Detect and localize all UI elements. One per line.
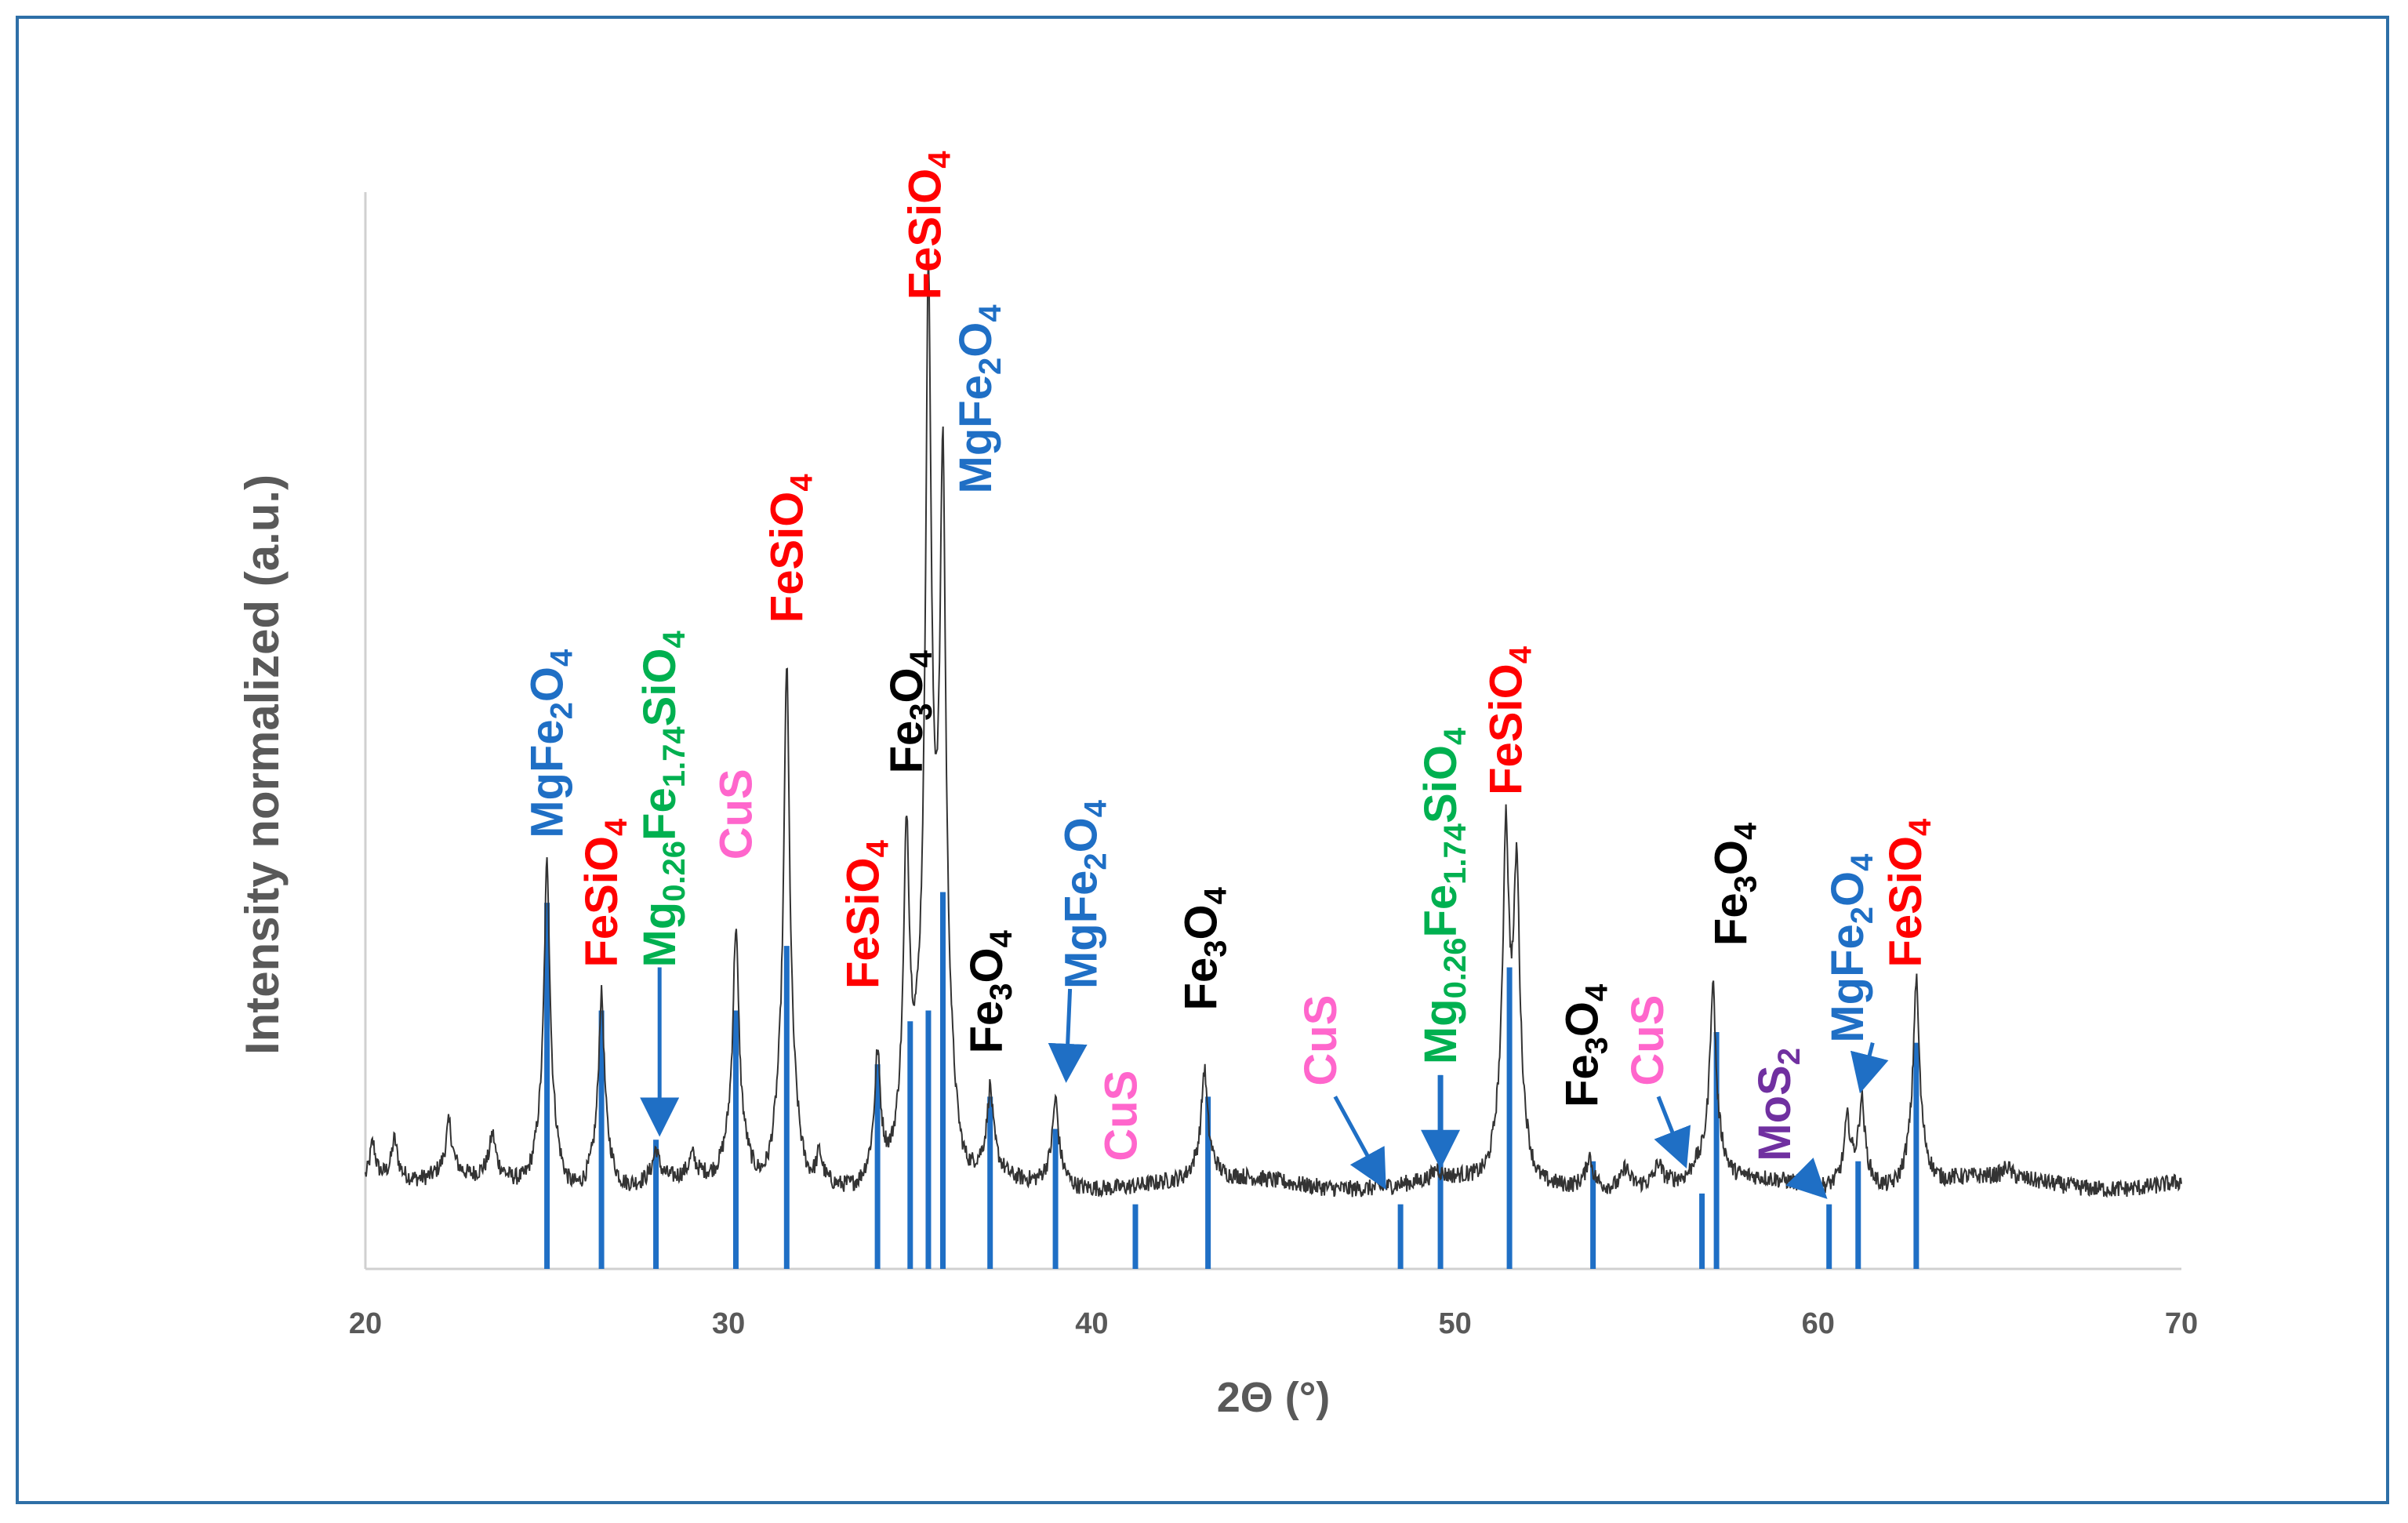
annotation-arrow <box>1048 988 1088 1083</box>
x-tick-labels: 20 30 40 50 60 70 <box>349 1307 2198 1340</box>
xrd-trace-line <box>365 256 2182 1198</box>
annotation-arrow <box>1850 1042 1889 1094</box>
phase-label: Mg0.26Fe1.74SiO4 <box>1415 727 1473 1064</box>
phase-label: Fe3O4 <box>1706 822 1763 946</box>
chart-frame <box>16 16 2389 1504</box>
phase-label: FeSiO4 <box>838 839 895 989</box>
phase-label: Fe3O4 <box>961 929 1019 1053</box>
phase-label: FeSiO4 <box>761 474 819 623</box>
phase-label: FeSiO4 <box>899 151 957 300</box>
x-tick-label: 70 <box>2165 1307 2198 1340</box>
annotation-arrow <box>1785 1157 1828 1199</box>
phase-label: MgFe2O4 <box>950 304 1008 494</box>
phase-label: FeSiO4 <box>1480 645 1538 795</box>
phase-label: Fe3O4 <box>1557 983 1614 1107</box>
phase-label: CuS <box>1095 1070 1146 1161</box>
annotation-arrow <box>1333 1096 1386 1190</box>
x-tick-label: 30 <box>712 1307 745 1340</box>
phase-label: FeSiO4 <box>576 818 634 968</box>
x-tick-label: 40 <box>1075 1307 1108 1340</box>
x-axis-title: 2Θ (°) <box>1217 1374 1331 1421</box>
phase-label: CuS <box>1295 995 1346 1086</box>
phase-label: MgFe2O4 <box>1822 853 1880 1043</box>
x-tick-label: 50 <box>1438 1307 1471 1340</box>
annotation-arrows <box>640 967 1889 1199</box>
phase-labels: MgFe2O4FeSiO4Mg0.26Fe1.74SiO4CuSFeSiO4Fe… <box>522 151 1938 1161</box>
phase-label: Fe3O4 <box>1175 886 1233 1010</box>
phase-label: MgFe2O4 <box>1056 799 1113 989</box>
x-tick-label: 20 <box>349 1307 382 1340</box>
x-tick-label: 60 <box>1802 1307 1835 1340</box>
y-axis-title: Intensity normalized (a.u.) <box>236 474 289 1055</box>
phase-label: CuS <box>710 769 761 860</box>
phase-label: FeSiO4 <box>1880 818 1938 968</box>
phase-label: CuS <box>1622 995 1673 1086</box>
phase-label: Fe3O4 <box>881 649 939 773</box>
phase-label: Mg0.26Fe1.74SiO4 <box>634 630 692 967</box>
reference-lines <box>544 892 1919 1269</box>
annotation-arrow <box>1654 1096 1691 1169</box>
phase-label: MgFe2O4 <box>522 649 579 838</box>
phase-label: MoS2 <box>1749 1048 1807 1161</box>
